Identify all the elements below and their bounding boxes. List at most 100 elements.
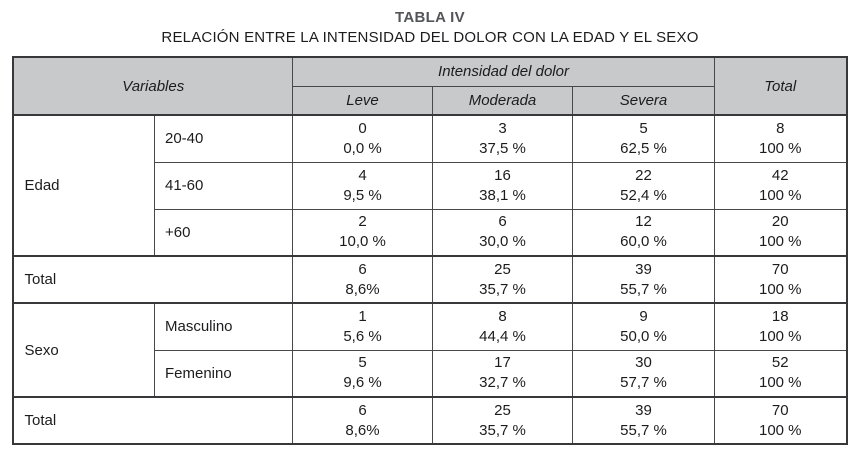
percent-value: 100 % [758, 186, 802, 204]
cell-moderada: 6 30,0 % [432, 208, 573, 257]
cell-moderada: 16 38,1 % [432, 161, 573, 210]
table-row-sexo-total: Total 6 8,6% 25 35,7 % 39 55,7 % 70 100 … [12, 396, 848, 445]
row-label: Femenino [153, 349, 294, 398]
percent-value: 100 % [758, 374, 802, 392]
cell-total: 70 100 % [714, 255, 848, 304]
percent-value: 100 % [758, 280, 802, 298]
count-value: 22 [635, 166, 652, 184]
header-variables: Variables [12, 56, 294, 116]
percent-value: 100 % [758, 421, 802, 439]
count-value: 8 [776, 119, 785, 137]
percent-value: 100 % [758, 233, 802, 251]
count-value: 25 [494, 401, 511, 419]
percent-value: 10,0 % [339, 233, 386, 251]
cell-moderada: 17 32,7 % [432, 349, 573, 398]
cell-moderada: 25 35,7 % [432, 396, 573, 445]
cell-total: 42 100 % [714, 161, 848, 210]
cell-moderada: 25 35,7 % [432, 255, 573, 304]
cell-leve: 0 0,0 % [292, 114, 433, 163]
table-row-edad-41-60: 41-60 4 9,5 % 16 38,1 % 22 52,4 % 42 100… [13, 161, 848, 210]
cell-severa: 22 52,4 % [571, 161, 716, 210]
count-value: 18 [771, 307, 789, 325]
count-value: 70 [771, 401, 789, 419]
percent-value: 30,0 % [479, 233, 526, 251]
table-subtitle: RELACIÓN ENTRE LA INTENSIDAD DEL DOLOR C… [161, 29, 699, 46]
intensity-table: Variables Intensidad del dolor Total Lev… [12, 56, 848, 445]
percent-value: 8,6% [345, 280, 380, 298]
cell-leve: 4 9,5 % [292, 161, 433, 210]
count-value: 2 [358, 213, 367, 231]
count-value: 25 [494, 260, 511, 278]
percent-value: 62,5 % [620, 139, 667, 157]
table-row-edad-60plus: +60 2 10,0 % 6 30,0 % 12 60,0 % 20 100 % [13, 208, 848, 257]
cell-total: 70 100 % [714, 396, 848, 445]
cell-total: 20 100 % [714, 208, 848, 257]
percent-value: 9,6 % [343, 374, 382, 392]
percent-value: 37,5 % [479, 139, 526, 157]
percent-value: 50,0 % [620, 327, 667, 345]
table-row-sexo-masculino: Sexo Masculino 1 5,6 % 8 44,4 % 9 50,0 %… [12, 302, 848, 398]
header-leve: Leve [292, 85, 433, 116]
percent-value: 38,1 % [479, 186, 526, 204]
cell-leve: 5 9,6 % [292, 349, 433, 398]
percent-value: 32,7 % [479, 374, 526, 392]
group-label-sexo: Sexo [12, 302, 155, 398]
count-value: 8 [498, 307, 507, 325]
percent-value: 57,7 % [620, 374, 667, 392]
table-row-edad-20-40: Edad 20-40 0 0,0 % 3 37,5 % 5 62,5 % 8 1… [12, 114, 848, 257]
group-label-edad: Edad [12, 114, 155, 257]
cell-moderada: 3 37,5 % [432, 114, 573, 163]
table-row-sexo-femenino: Femenino 5 9,6 % 17 32,7 % 30 57,7 % 52 … [13, 349, 848, 398]
cell-severa: 9 50,0 % [571, 302, 716, 351]
count-value: 52 [771, 354, 789, 372]
percent-value: 5,6 % [343, 327, 382, 345]
cell-severa: 5 62,5 % [571, 114, 716, 163]
cell-total: 8 100 % [714, 114, 848, 163]
percent-value: 35,7 % [479, 421, 526, 439]
cell-total: 52 100 % [714, 349, 848, 398]
percent-value: 0,0 % [343, 139, 382, 157]
count-value: 3 [498, 119, 507, 137]
percent-value: 9,5 % [343, 186, 382, 204]
cell-moderada: 8 44,4 % [432, 302, 573, 351]
percent-value: 55,7 % [620, 421, 667, 439]
count-value: 9 [639, 307, 648, 325]
header-total: Total [714, 56, 848, 116]
cell-severa: 39 55,7 % [571, 255, 716, 304]
cell-severa: 12 60,0 % [571, 208, 716, 257]
count-value: 20 [771, 213, 789, 231]
count-value: 1 [358, 307, 367, 325]
cell-severa: 39 55,7 % [571, 396, 716, 445]
percent-value: 8,6% [345, 421, 380, 439]
cell-leve: 6 8,6% [292, 396, 433, 445]
table-row-edad-total: Total 6 8,6% 25 35,7 % 39 55,7 % 70 100 … [12, 255, 848, 304]
count-value: 17 [494, 354, 511, 372]
count-value: 42 [771, 166, 789, 184]
count-value: 6 [498, 213, 507, 231]
count-value: 4 [358, 166, 367, 184]
cell-severa: 30 57,7 % [571, 349, 716, 398]
total-row-label: Total [12, 396, 294, 445]
percent-value: 100 % [758, 139, 802, 157]
count-value: 39 [635, 260, 652, 278]
row-label: 20-40 [153, 114, 294, 163]
cell-leve: 2 10,0 % [292, 208, 433, 257]
count-value: 39 [635, 401, 652, 419]
cell-leve: 1 5,6 % [292, 302, 433, 351]
percent-value: 52,4 % [620, 186, 667, 204]
percent-value: 55,7 % [620, 280, 667, 298]
row-label: Masculino [153, 302, 294, 351]
header-intensidad-del-dolor: Intensidad del dolor [291, 56, 716, 87]
count-value: 30 [635, 354, 652, 372]
percent-value: 100 % [758, 327, 802, 345]
cell-leve: 6 8,6% [292, 255, 433, 304]
count-value: 16 [494, 166, 511, 184]
total-row-label: Total [12, 255, 294, 304]
count-value: 6 [358, 260, 367, 278]
count-value: 12 [635, 213, 652, 231]
count-value: 6 [358, 401, 367, 419]
row-label: 41-60 [153, 161, 294, 210]
header-severa: Severa [571, 85, 716, 116]
count-value: 5 [358, 354, 367, 372]
